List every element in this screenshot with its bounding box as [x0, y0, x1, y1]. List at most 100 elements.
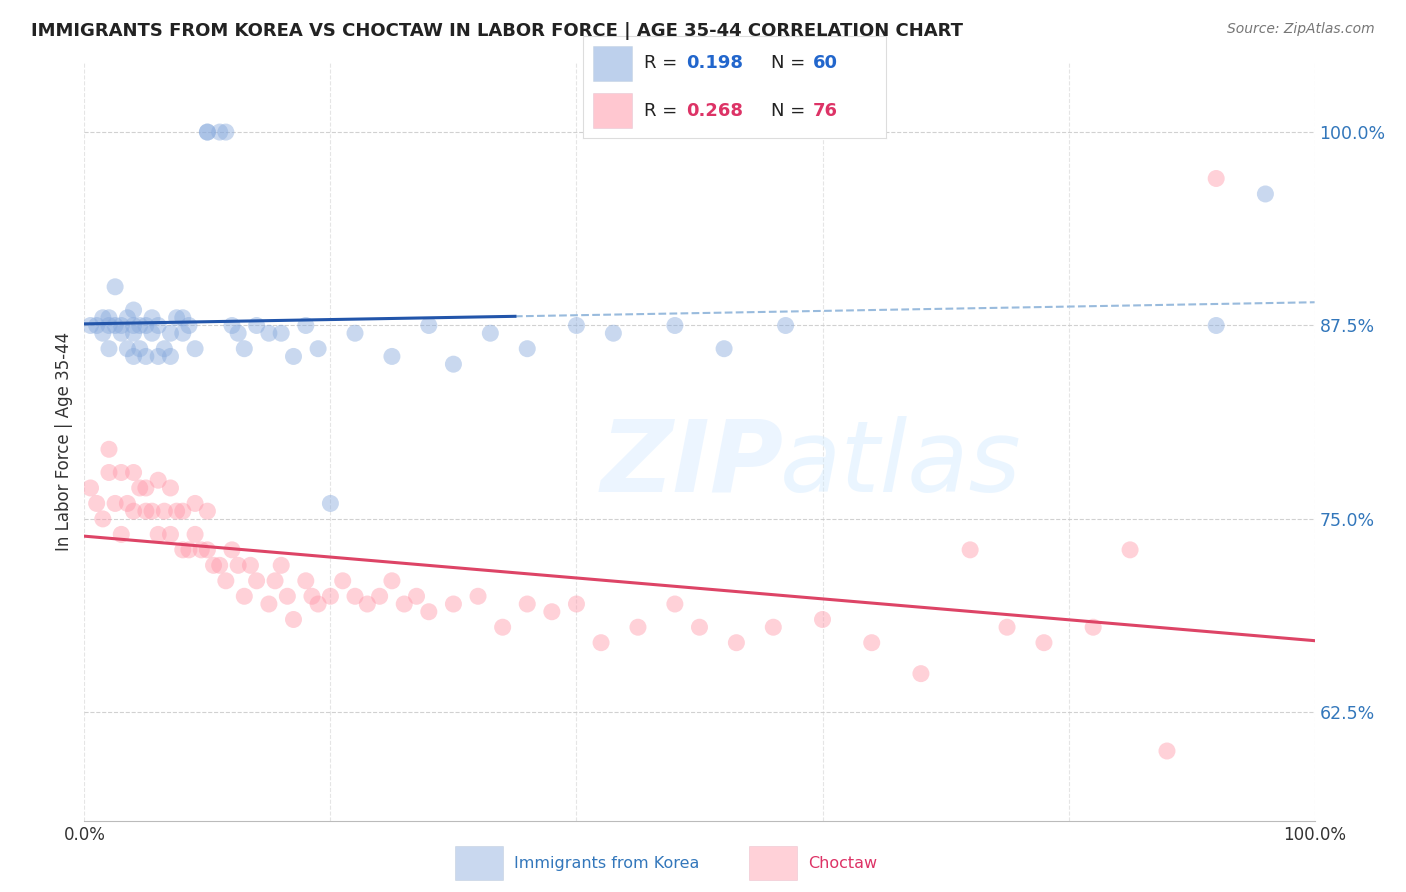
Point: [122, 326, 145, 341]
Point: [128, 481, 150, 495]
Point: [197, 125, 219, 139]
Text: 0.268: 0.268: [686, 102, 744, 120]
Point: [153, 342, 176, 356]
Point: [184, 527, 207, 541]
Point: [177, 542, 200, 557]
Point: [1156, 744, 1178, 758]
Point: [368, 589, 391, 603]
Point: [128, 318, 150, 333]
Point: [591, 636, 613, 650]
Point: [159, 481, 181, 495]
Text: IMMIGRANTS FROM KOREA VS CHOCTAW IN LABOR FORCE | AGE 35-44 CORRELATION CHART: IMMIGRANTS FROM KOREA VS CHOCTAW IN LABO…: [31, 22, 963, 40]
Text: 60: 60: [813, 54, 838, 72]
Point: [135, 504, 157, 518]
Point: [197, 125, 219, 139]
FancyBboxPatch shape: [456, 846, 503, 880]
Point: [104, 318, 127, 333]
Point: [479, 326, 502, 341]
Text: 0.198: 0.198: [686, 54, 744, 72]
Point: [270, 558, 292, 573]
Point: [197, 542, 219, 557]
Point: [356, 597, 378, 611]
Point: [215, 574, 238, 588]
Point: [159, 350, 181, 364]
Point: [233, 589, 256, 603]
Point: [117, 342, 139, 356]
Point: [91, 326, 114, 341]
Point: [208, 558, 231, 573]
Point: [1083, 620, 1105, 634]
Point: [98, 318, 120, 333]
Text: Immigrants from Korea: Immigrants from Korea: [515, 855, 699, 871]
Point: [166, 504, 188, 518]
Point: [172, 326, 194, 341]
FancyBboxPatch shape: [592, 46, 631, 81]
Point: [128, 342, 150, 356]
Point: [122, 303, 145, 318]
Point: [148, 350, 170, 364]
Point: [202, 558, 225, 573]
Point: [110, 326, 132, 341]
Point: [159, 527, 181, 541]
Point: [141, 310, 163, 325]
Point: [122, 504, 145, 518]
Point: [153, 504, 176, 518]
Point: [307, 342, 329, 356]
Point: [148, 527, 170, 541]
Text: N =: N =: [770, 54, 811, 72]
Point: [319, 496, 342, 510]
Point: [1119, 542, 1142, 557]
Point: [664, 318, 686, 333]
Point: [295, 574, 318, 588]
Point: [1254, 186, 1277, 201]
Point: [148, 318, 170, 333]
Point: [98, 310, 120, 325]
Point: [117, 496, 139, 510]
Point: [467, 589, 489, 603]
Point: [79, 318, 101, 333]
Point: [98, 342, 120, 356]
Point: [762, 620, 785, 634]
Text: atlas: atlas: [779, 416, 1021, 513]
Point: [725, 636, 748, 650]
Point: [104, 496, 127, 510]
Point: [307, 597, 329, 611]
Point: [627, 620, 650, 634]
Point: [775, 318, 797, 333]
Point: [141, 504, 163, 518]
Point: [246, 318, 269, 333]
Point: [172, 542, 194, 557]
Point: [516, 597, 538, 611]
Point: [565, 597, 588, 611]
Point: [104, 280, 127, 294]
Point: [91, 310, 114, 325]
Point: [98, 442, 120, 457]
Point: [135, 481, 157, 495]
Point: [1205, 171, 1227, 186]
Point: [233, 342, 256, 356]
Point: [246, 574, 269, 588]
Point: [221, 542, 243, 557]
Point: [159, 326, 181, 341]
Point: [283, 612, 305, 626]
Point: [418, 318, 440, 333]
Point: [122, 318, 145, 333]
Point: [276, 589, 298, 603]
Text: N =: N =: [770, 102, 811, 120]
Point: [177, 318, 200, 333]
Point: [405, 589, 427, 603]
Point: [257, 597, 280, 611]
Point: [381, 574, 404, 588]
Point: [98, 466, 120, 480]
Point: [602, 326, 624, 341]
Point: [221, 318, 243, 333]
Point: [689, 620, 711, 634]
Point: [541, 605, 564, 619]
Point: [394, 597, 416, 611]
Point: [264, 574, 287, 588]
FancyBboxPatch shape: [592, 93, 631, 128]
Point: [443, 357, 465, 371]
Point: [239, 558, 262, 573]
Point: [226, 558, 249, 573]
Text: R =: R =: [644, 54, 683, 72]
